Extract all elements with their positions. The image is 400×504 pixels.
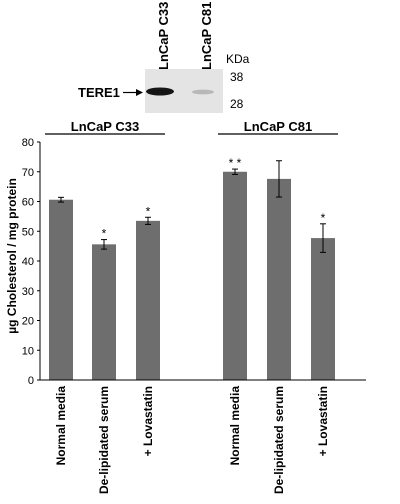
error-bars bbox=[58, 160, 326, 253]
y-tick-label: 20 bbox=[22, 316, 34, 328]
y-tick-label: 30 bbox=[22, 286, 34, 298]
blot-band-label: TERE1 bbox=[78, 85, 120, 100]
y-tick-label: 70 bbox=[22, 167, 34, 179]
x-tick-label: + Lovastatin bbox=[316, 386, 330, 456]
blot-band-c33 bbox=[146, 87, 174, 96]
y-tick-label: 40 bbox=[22, 256, 34, 268]
y-tick-label: 10 bbox=[22, 345, 34, 357]
x-tick-label: De-lipidated serum bbox=[97, 386, 111, 494]
x-tick-label: Normal media bbox=[228, 386, 242, 466]
significance-marker: * bbox=[102, 227, 107, 241]
bar-chart: µg Cholesterol / mg protein LnCaP C33 Ln… bbox=[5, 119, 366, 494]
y-axis-label: µg Cholesterol / mg protein bbox=[5, 178, 19, 334]
blot-marker-28: 28 bbox=[230, 97, 244, 111]
x-tick-label: + Lovastatin bbox=[141, 386, 155, 456]
y-axis-ticks: 0 10 20 30 40 50 60 70 80 bbox=[22, 137, 40, 387]
western-blot: LnCaP C33 LnCaP C81 TERE1 KDa 38 28 bbox=[78, 2, 250, 113]
bar bbox=[311, 238, 335, 380]
group-label-c33: LnCaP C33 bbox=[71, 119, 139, 134]
bar bbox=[223, 171, 247, 380]
x-axis-tick-labels: Normal media De-lipidated serum + Lovastat… bbox=[54, 386, 330, 494]
y-tick-label: 0 bbox=[28, 375, 34, 387]
bar bbox=[92, 244, 116, 380]
significance-marker: * bbox=[146, 204, 151, 218]
blot-unit-label: KDa bbox=[226, 52, 250, 66]
blot-band-c81 bbox=[192, 89, 214, 95]
x-tick-label: De-lipidated serum bbox=[272, 386, 286, 494]
blot-band-arrowhead bbox=[136, 89, 143, 96]
significance-annotations: * * * * * bbox=[102, 156, 326, 241]
y-tick-label: 80 bbox=[22, 137, 34, 149]
group-label-c81: LnCaP C81 bbox=[244, 119, 312, 134]
y-tick-label: 60 bbox=[22, 197, 34, 209]
blot-lane-label-c81: LnCaP C81 bbox=[199, 2, 214, 70]
significance-marker: * * bbox=[229, 156, 242, 170]
blot-lane-label-c33: LnCaP C33 bbox=[156, 2, 171, 70]
bar bbox=[136, 220, 160, 380]
bar bbox=[267, 178, 291, 380]
blot-marker-38: 38 bbox=[230, 70, 244, 84]
bars bbox=[49, 171, 335, 380]
y-tick-label: 50 bbox=[22, 226, 34, 238]
significance-marker: * bbox=[321, 211, 326, 225]
bar bbox=[49, 199, 73, 380]
x-tick-label: Normal media bbox=[54, 386, 68, 466]
